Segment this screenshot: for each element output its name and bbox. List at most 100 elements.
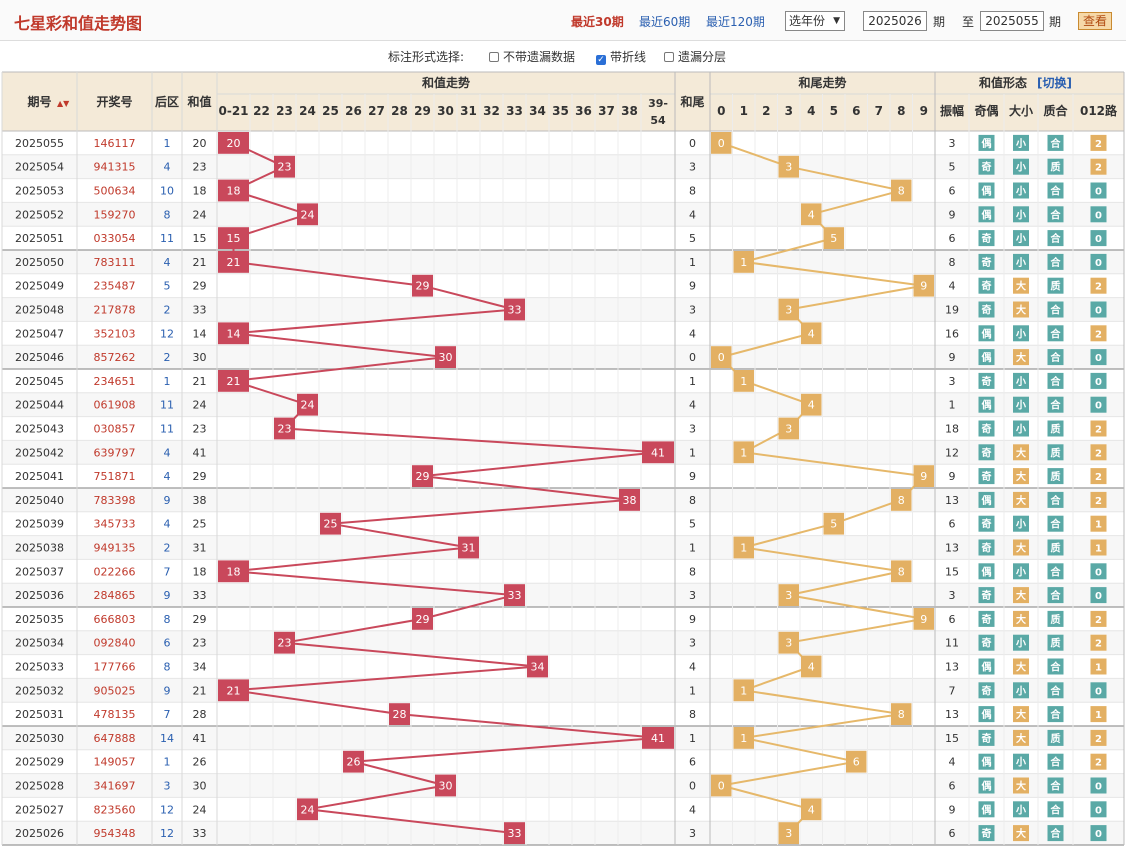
size-tag-text: 小 <box>1015 161 1026 174</box>
nav-recent-120[interactable]: 最近120期 <box>706 15 765 29</box>
tail-hit-value: 1 <box>740 732 747 745</box>
sum-cell: 24 <box>193 803 207 816</box>
prime-tag-text: 合 <box>1050 803 1062 816</box>
option-line[interactable]: ✓ 带折线 <box>596 48 646 65</box>
back-cell: 9 <box>164 589 171 602</box>
sum-cell: 41 <box>193 446 207 459</box>
sum-trend-line <box>233 689 400 716</box>
route-tag-text: 0 <box>1095 591 1102 602</box>
amplitude-cell: 9 <box>949 470 956 483</box>
header-background <box>2 72 1124 131</box>
issue-cell: 2025046 <box>15 351 64 364</box>
back-cell: 1 <box>164 137 171 150</box>
prime-tag-text: 合 <box>1050 232 1062 245</box>
prime-tag <box>1047 468 1064 485</box>
sum-cell: 25 <box>193 518 207 531</box>
size-tag-text: 大 <box>1016 446 1026 459</box>
tail-trend-line <box>743 665 812 692</box>
prime-tag-text: 合 <box>1050 351 1062 364</box>
parity-tag <box>978 349 995 366</box>
from-issue-input[interactable]: 2025026 <box>863 11 927 31</box>
year-select[interactable]: 选年份 ▼ <box>785 11 845 31</box>
number-cell: 352103 <box>94 327 136 340</box>
header-sum-col: 24 <box>299 104 316 118</box>
sum-cell: 18 <box>193 565 207 578</box>
prime-tag <box>1047 420 1064 437</box>
route-tag <box>1090 134 1107 151</box>
tail-hit-cell <box>846 750 867 773</box>
prime-tag-text: 质 <box>1051 637 1061 650</box>
tail-cell: 4 <box>689 327 696 340</box>
nav-recent-30[interactable]: 最近30期 <box>571 15 624 29</box>
issue-cell: 2025049 <box>15 280 64 293</box>
header-sum-col: 35 <box>552 104 569 118</box>
sum-trend-line <box>233 356 446 382</box>
size-tag-text: 小 <box>1015 399 1026 412</box>
tail-cell: 0 <box>689 351 696 364</box>
parity-tag <box>978 444 995 461</box>
prime-tag <box>1047 515 1064 532</box>
prime-tag-text: 合 <box>1050 780 1062 793</box>
sum-trend-line <box>233 665 538 692</box>
sum-trend-line <box>284 427 659 454</box>
parity-tag-text: 奇 <box>982 589 992 602</box>
sum-hit-cell <box>435 346 456 368</box>
sum-trend-line <box>353 760 446 787</box>
prime-tag <box>1047 301 1064 318</box>
prime-tag-text: 合 <box>1050 494 1062 507</box>
amplitude-cell: 4 <box>949 756 956 769</box>
prime-tag-text: 合 <box>1050 304 1062 317</box>
option-no-miss[interactable]: 不带遗漏数据 <box>489 48 575 65</box>
issue-cell: 2025044 <box>15 399 64 412</box>
prime-tag-text: 合 <box>1050 565 1062 578</box>
row-stripe <box>2 345 1124 369</box>
header-sum-col: 0-21 <box>218 104 248 118</box>
sum-trend-line <box>330 498 630 525</box>
header-form: 和值形态 <box>978 75 1027 90</box>
sum-hit-value: 30 <box>439 780 453 793</box>
switch-link[interactable]: [切换] <box>1037 75 1072 90</box>
tail-trend-line <box>720 784 812 811</box>
amplitude-cell: 12 <box>945 446 959 459</box>
sum-hit-value: 14 <box>227 327 241 340</box>
tail-cell: 3 <box>689 304 696 317</box>
tail-hit-cell <box>801 393 822 416</box>
back-cell: 6 <box>164 637 171 650</box>
size-tag-text: 小 <box>1015 803 1026 816</box>
sum-hit-value: 23 <box>278 637 292 650</box>
issue-cell: 2025027 <box>15 803 64 816</box>
route-tag-text: 2 <box>1095 472 1102 483</box>
route-tag-text: 0 <box>1095 567 1102 578</box>
back-cell: 2 <box>164 542 171 555</box>
prime-tag-text: 质 <box>1051 470 1061 483</box>
back-cell: 2 <box>164 304 171 317</box>
sum-cell: 30 <box>193 351 207 364</box>
prime-tag-text: 质 <box>1051 542 1061 555</box>
number-cell: 639797 <box>94 446 136 459</box>
prime-tag <box>1047 825 1064 842</box>
checkbox-checked-icon[interactable]: ✓ <box>596 55 606 65</box>
option-label: 标注形式选择: <box>388 50 465 64</box>
back-cell: 12 <box>160 803 174 816</box>
sum-cell: 29 <box>193 280 207 293</box>
sum-hit-cell <box>504 298 525 321</box>
tail-hit-value: 1 <box>740 684 747 697</box>
size-tag <box>1013 444 1029 461</box>
tail-cell: 1 <box>689 375 696 388</box>
query-button[interactable]: 查看 <box>1078 12 1112 30</box>
route-tag <box>1090 420 1107 437</box>
back-cell: 4 <box>164 470 171 483</box>
sum-hit-value: 23 <box>278 161 292 174</box>
to-issue-input[interactable]: 2025055 <box>980 11 1044 31</box>
nav-recent-60[interactable]: 最近60期 <box>639 15 691 29</box>
checkbox-icon[interactable] <box>489 52 499 62</box>
parity-tag <box>978 372 995 389</box>
prime-tag-text: 质 <box>1051 613 1061 626</box>
tail-trend-line <box>743 451 924 478</box>
header-sum-col: 25 <box>322 104 339 118</box>
checkbox-icon[interactable] <box>664 52 674 62</box>
parity-tag <box>978 658 995 675</box>
tail-trend-line <box>743 260 924 287</box>
option-layer[interactable]: 遗漏分层 <box>664 48 726 65</box>
parity-tag-text: 偶 <box>981 803 992 816</box>
